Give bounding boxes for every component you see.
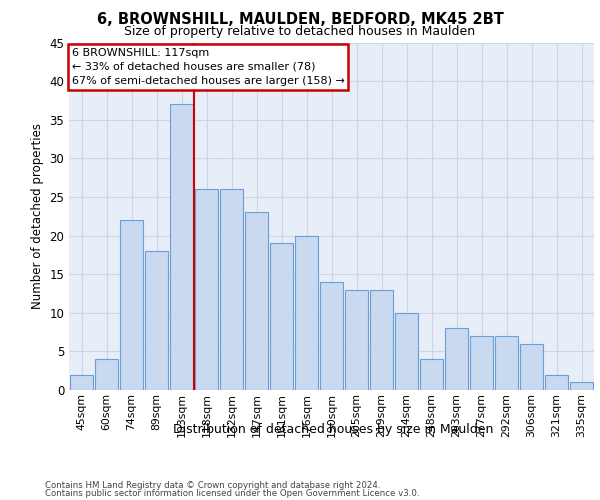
Bar — [395, 313, 418, 390]
Bar — [520, 344, 544, 390]
Bar — [245, 212, 268, 390]
Bar — [194, 189, 218, 390]
Bar — [269, 244, 293, 390]
Bar — [470, 336, 493, 390]
Bar — [170, 104, 193, 390]
Bar — [545, 374, 568, 390]
Bar — [569, 382, 593, 390]
Bar — [419, 359, 443, 390]
Bar — [95, 359, 118, 390]
Text: Contains HM Land Registry data © Crown copyright and database right 2024.: Contains HM Land Registry data © Crown c… — [45, 481, 380, 490]
Y-axis label: Number of detached properties: Number of detached properties — [31, 123, 44, 309]
Bar — [295, 236, 319, 390]
Bar — [220, 189, 244, 390]
Bar — [344, 290, 368, 390]
Bar — [494, 336, 518, 390]
Bar — [70, 374, 94, 390]
Text: 6, BROWNSHILL, MAULDEN, BEDFORD, MK45 2BT: 6, BROWNSHILL, MAULDEN, BEDFORD, MK45 2B… — [97, 12, 503, 28]
Text: 6 BROWNSHILL: 117sqm
← 33% of detached houses are smaller (78)
67% of semi-detac: 6 BROWNSHILL: 117sqm ← 33% of detached h… — [71, 48, 344, 86]
Bar — [145, 251, 169, 390]
Bar — [370, 290, 394, 390]
Text: Contains public sector information licensed under the Open Government Licence v3: Contains public sector information licen… — [45, 489, 419, 498]
Text: Size of property relative to detached houses in Maulden: Size of property relative to detached ho… — [124, 25, 476, 38]
Bar — [119, 220, 143, 390]
Text: Distribution of detached houses by size in Maulden: Distribution of detached houses by size … — [173, 422, 493, 436]
Bar — [445, 328, 469, 390]
Bar — [320, 282, 343, 390]
